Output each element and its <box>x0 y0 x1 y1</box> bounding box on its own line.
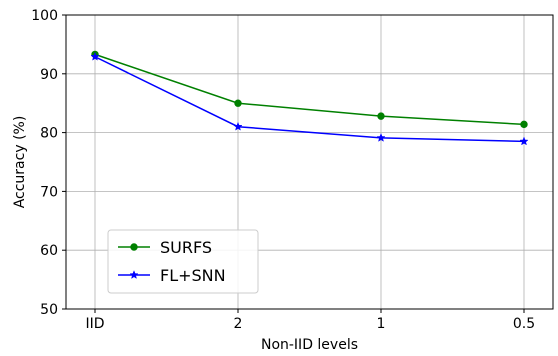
circle-marker <box>131 244 137 250</box>
legend-label: SURFS <box>160 238 212 257</box>
y-tick-label: 70 <box>40 184 58 200</box>
series-fl-snn <box>91 53 528 145</box>
circle-marker <box>235 100 241 106</box>
tick-layer: 50 60 70 80 90 100 IID 2 1 0.5 <box>31 8 535 332</box>
y-tick-label: 100 <box>31 8 58 24</box>
x-tick-label: 0.5 <box>513 316 535 332</box>
y-tick-label: 90 <box>40 67 58 83</box>
series-line <box>95 57 524 142</box>
legend-label: FL+SNN <box>160 266 226 285</box>
y-tick-label: 50 <box>40 302 58 318</box>
y-tick-label: 60 <box>40 243 58 259</box>
x-tick-label: 2 <box>234 316 243 332</box>
series-line <box>95 54 524 124</box>
series-surfs <box>92 51 527 127</box>
series-layer <box>91 51 528 145</box>
legend: SURFS FL+SNN <box>108 230 258 293</box>
y-tick-label: 80 <box>40 126 58 142</box>
circle-marker <box>378 113 384 119</box>
x-tick-label: 1 <box>377 316 386 332</box>
x-tick-label: IID <box>85 316 104 332</box>
circle-marker <box>521 121 527 127</box>
y-axis-label: Accuracy (%) <box>12 116 28 209</box>
x-axis-label: Non-IID levels <box>261 337 358 353</box>
